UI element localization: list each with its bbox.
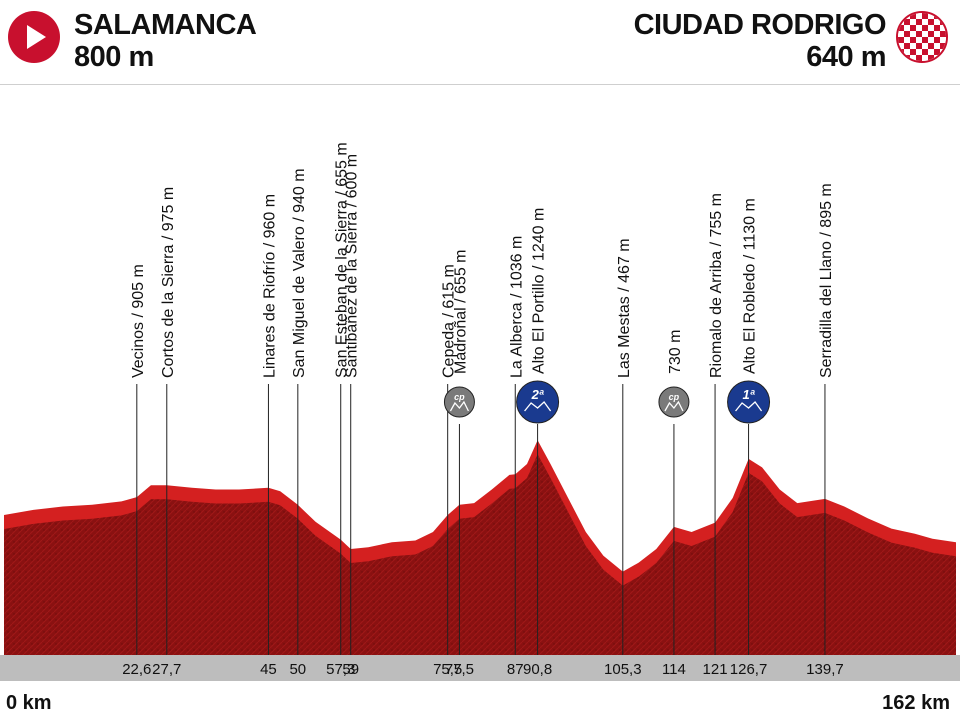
waypoint-km-label: 105,3 [604, 661, 642, 678]
mountain-icon [735, 401, 763, 412]
waypoint-label: Madroñal / 655 m [452, 249, 469, 374]
waypoint-label: San Esteban de la Sierra / 655 m [334, 142, 351, 378]
waypoint-label: Serradilla del Llano / 895 m [818, 183, 835, 378]
waypoint-label: Cepeda / 615 m [441, 264, 458, 378]
start-play-icon [8, 11, 60, 63]
badge-label: 1ª [743, 387, 756, 402]
waypoint-marker: 2ª Alto El Portillo / 1240 m 90,8 [516, 208, 560, 678]
waypoint-km-label: 90,8 [523, 661, 552, 678]
profile-terrain [4, 454, 956, 655]
climb-category-badge-icon [516, 380, 560, 424]
finish-altitude: 640 m [806, 41, 886, 73]
mountain-icon [664, 400, 684, 412]
start-altitude: 800 m [74, 41, 154, 73]
waypoint-marker: cp 730 m 114 [658, 330, 690, 678]
waypoint-km-label: 126,7 [730, 661, 768, 678]
distance-start-label: 0 km [6, 692, 52, 714]
waypoint-marker: Cepeda / 615 m 75,5 [433, 264, 462, 678]
mountain-icon [524, 401, 552, 412]
waypoint-label: Alto El Robledo / 1130 m [742, 198, 759, 374]
waypoint-marker: cp Madroñal / 655 m 77,5 [443, 249, 475, 678]
waypoint-km-label: 59 [342, 661, 359, 678]
waypoint-marker: San Miguel de Valero / 940 m 50 [289, 168, 307, 678]
waypoint-label: La Alberca / 1036 m [508, 236, 525, 378]
waypoint-km-label: 22,6 [122, 661, 151, 678]
waypoint-label: Riomalo de Arriba / 755 m [708, 193, 725, 378]
waypoint-marker: Cortos de la Sierra / 975 m 27,7 [152, 187, 181, 678]
waypoint-km-label: 121 [703, 661, 728, 678]
waypoint-label: Las Mestas / 467 m [616, 238, 633, 378]
waypoint-label: San Miguel de Valero / 940 m [291, 168, 308, 378]
distance-end-label: 162 km [882, 692, 950, 714]
waypoint-km-label: 50 [289, 661, 306, 678]
waypoint-label: 730 m [667, 330, 684, 374]
waypoint-label: Linares de Riofrío / 960 m [261, 194, 278, 378]
waypoint-km-label: 87 [507, 661, 524, 678]
waypoint-label: Vecinos / 905 m [130, 264, 147, 378]
distance-bar [0, 655, 960, 681]
waypoint-km-label: 114 [662, 661, 686, 678]
waypoint-marker: Linares de Riofrío / 960 m 45 [260, 194, 278, 678]
waypoint-km-label: 75,5 [433, 661, 462, 678]
header-divider [0, 84, 960, 85]
waypoint-km-label: 57,3 [326, 661, 355, 678]
waypoint-marker: La Alberca / 1036 m 87 [507, 236, 525, 678]
waypoint-marker: Riomalo de Arriba / 755 m 121 [703, 193, 728, 678]
waypoint-km-label: 45 [260, 661, 277, 678]
stage-header: SALAMANCA 800 m CIUDAD RODRIGO 640 m [0, 0, 960, 78]
waypoint-marker: 1ª Alto El Robledo / 1130 m 126,7 [727, 198, 771, 678]
waypoint-km-label: 139,7 [806, 661, 844, 678]
badge-label: 2ª [531, 387, 545, 402]
waypoint-marker: Santibáñez de la Sierra / 600 m 59 [342, 154, 360, 678]
waypoint-label: Alto El Portillo / 1240 m [531, 208, 548, 374]
badge-label: cp [669, 392, 680, 402]
climb-category-badge-icon [727, 380, 771, 424]
finish-town: CIUDAD RODRIGO [633, 9, 887, 41]
waypoint-label: Cortos de la Sierra / 975 m [160, 187, 177, 378]
start-town: SALAMANCA [74, 9, 257, 41]
waypoint-label: Santibáñez de la Sierra / 600 m [344, 154, 361, 378]
waypoint-marker: Las Mestas / 467 m 105,3 [604, 238, 642, 678]
badge-label: cp [454, 392, 465, 402]
waypoint-km-label: 77,5 [445, 661, 474, 678]
waypoint-marker: San Esteban de la Sierra / 655 m 57,3 [326, 142, 355, 678]
waypoint-marker: Serradilla del Llano / 895 m 139,7 [806, 183, 844, 678]
waypoint-km-label: 27,7 [152, 661, 181, 678]
waypoint-marker: Vecinos / 905 m 22,6 [122, 264, 151, 678]
mountain-icon [449, 400, 470, 412]
